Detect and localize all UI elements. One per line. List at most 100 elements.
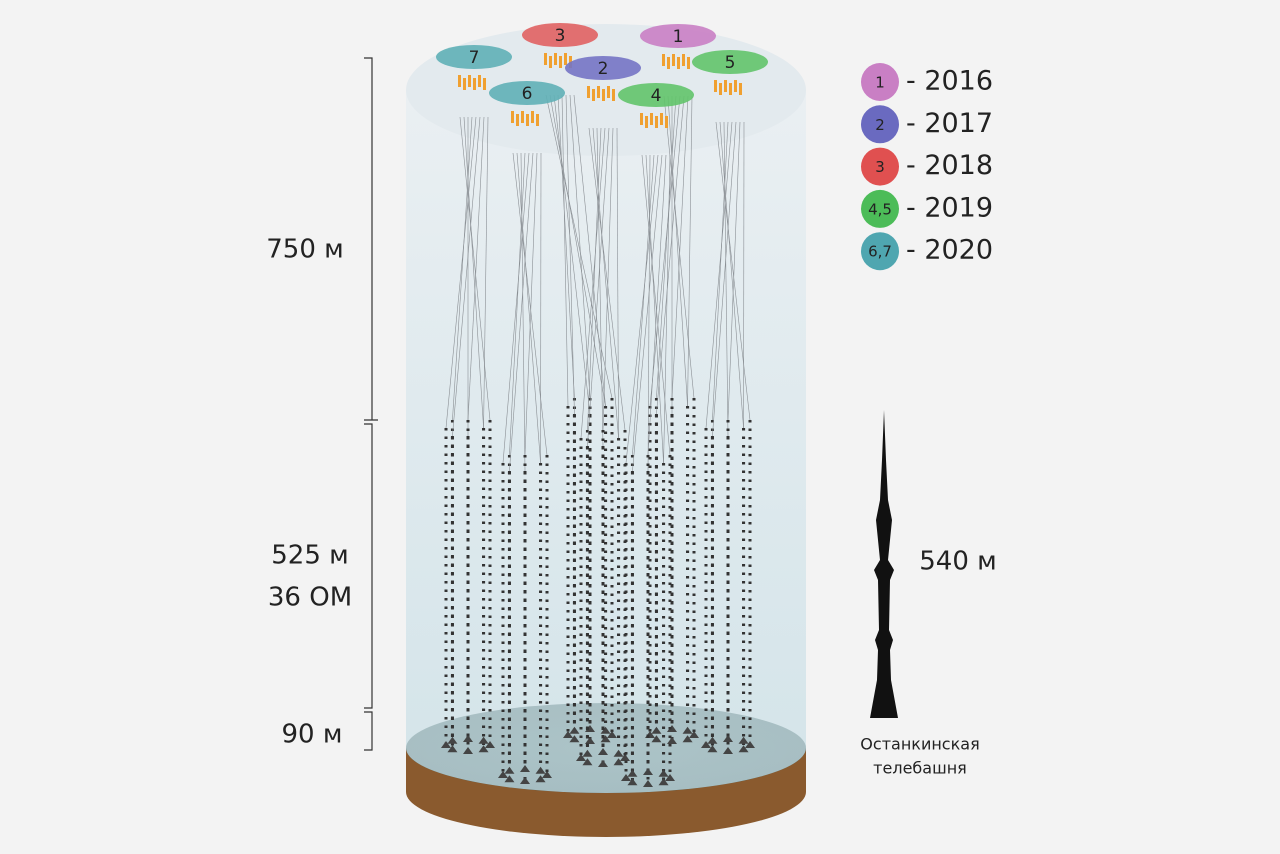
anchor — [701, 741, 711, 748]
buoy — [564, 53, 567, 65]
anchor — [535, 766, 546, 774]
anchor — [600, 726, 611, 734]
cable — [569, 94, 591, 399]
anchor — [447, 745, 458, 753]
buoy — [645, 116, 648, 128]
cable — [649, 95, 681, 407]
anchor — [504, 766, 515, 774]
cable — [715, 121, 751, 421]
legend-badge — [861, 189, 899, 228]
dimension-bracket — [364, 57, 378, 751]
buoy — [687, 57, 690, 69]
cable — [602, 127, 614, 431]
anchor — [621, 774, 631, 781]
buoy — [559, 56, 562, 68]
cable — [580, 127, 606, 439]
cable — [467, 116, 485, 421]
anchor — [651, 726, 662, 734]
buoy — [677, 57, 680, 69]
cable — [712, 121, 729, 421]
anchor — [569, 726, 580, 734]
cable — [592, 127, 619, 439]
buoy — [612, 89, 615, 101]
anchor — [738, 736, 749, 744]
buoy — [554, 53, 557, 65]
legend-year: - 2016 — [906, 66, 993, 97]
depth-label: 750 м — [266, 235, 344, 265]
anchor — [598, 760, 608, 767]
legend: 1 - 2016 2 - 2017 3 - 2018 4,5 - 2019 6,7 - 2020 — [861, 63, 993, 271]
anchor — [542, 771, 552, 778]
cable — [705, 121, 733, 429]
anchor — [607, 731, 617, 738]
cluster-disc — [522, 23, 598, 47]
anchor — [563, 731, 573, 738]
legend-badge-label: 6,7 — [868, 243, 892, 261]
cluster-disc — [489, 81, 565, 105]
cable — [452, 116, 473, 421]
anchor — [463, 735, 473, 742]
cable — [509, 152, 526, 456]
cluster-label: 4 — [651, 86, 662, 106]
tower-height: 540 м — [919, 547, 997, 577]
legend-year: - 2020 — [906, 235, 993, 266]
legend-badge-label: 1 — [875, 74, 885, 92]
tv-tower — [870, 410, 898, 718]
buoy — [544, 53, 547, 65]
legend-year: - 2017 — [906, 108, 993, 139]
buoy — [592, 89, 595, 101]
cluster-label: 6 — [522, 84, 533, 104]
anchor — [613, 749, 624, 757]
cluster-disc — [565, 56, 641, 80]
legend-badge — [861, 232, 899, 271]
buoy — [531, 111, 534, 123]
buoy — [458, 75, 461, 87]
anchor — [504, 775, 515, 783]
cable — [502, 152, 530, 464]
buoy — [729, 83, 732, 95]
buoy — [602, 89, 605, 101]
cluster-label: 3 — [555, 26, 566, 46]
buoy — [463, 78, 466, 90]
anchor — [520, 777, 530, 784]
anchor — [520, 765, 530, 772]
cable — [719, 121, 744, 429]
anchor — [600, 735, 611, 743]
cable — [667, 95, 688, 407]
buoy — [549, 56, 552, 68]
buoy — [521, 111, 524, 123]
cluster-disc — [692, 50, 768, 74]
anchor — [667, 737, 677, 744]
cluster-label: 5 — [725, 53, 736, 73]
anchor — [485, 741, 495, 748]
buoy — [662, 54, 665, 66]
anchor — [707, 736, 718, 744]
buoy — [719, 83, 722, 95]
buoy — [739, 83, 742, 95]
buoy — [597, 86, 600, 98]
cluster-label: 7 — [469, 48, 480, 68]
tower-caption: Останкинская — [860, 735, 979, 754]
cable — [520, 152, 526, 472]
cluster-disc — [436, 45, 512, 69]
buoy — [607, 86, 610, 98]
buoy — [665, 116, 668, 128]
cable — [573, 94, 606, 407]
anchor — [658, 769, 669, 777]
cable — [723, 121, 729, 437]
cable — [463, 116, 484, 429]
anchor — [441, 741, 451, 748]
cluster-label: 2 — [598, 59, 609, 79]
cable — [587, 127, 610, 447]
cable — [445, 116, 477, 429]
strings — [441, 94, 755, 787]
anchor — [651, 735, 662, 743]
legend-badge-label: 2 — [875, 116, 885, 134]
buoy — [640, 113, 643, 125]
anchor — [738, 745, 749, 753]
legend-year: - 2018 — [906, 150, 993, 181]
buoy — [516, 114, 519, 126]
legend-badge — [861, 105, 899, 144]
anchor — [723, 735, 733, 742]
cable — [663, 154, 671, 464]
